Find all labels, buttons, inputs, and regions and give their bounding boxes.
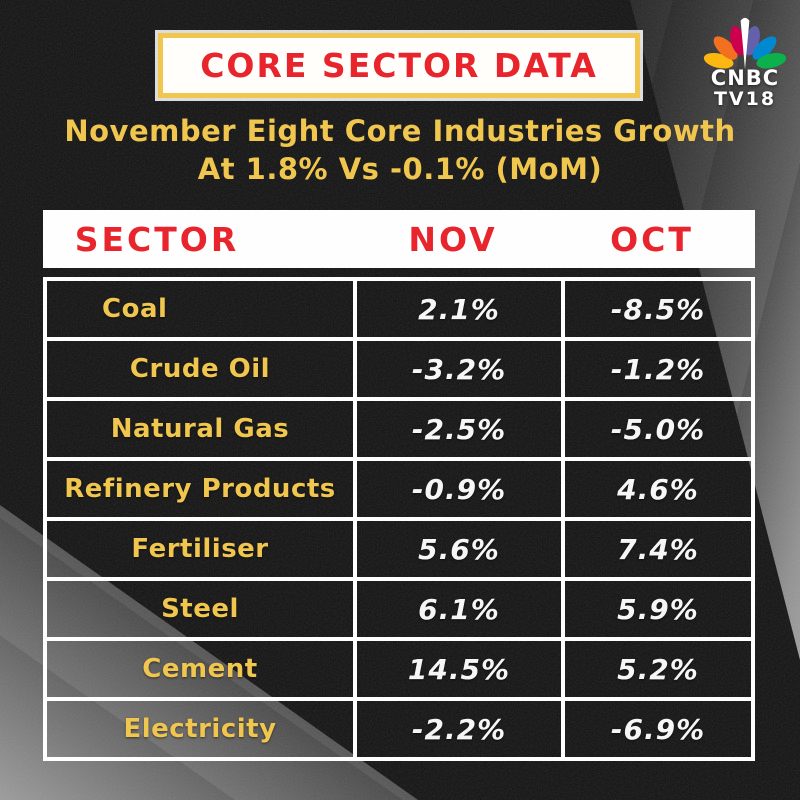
- sector-cell: Refinery Products: [64, 474, 336, 504]
- cnbc-tv18-logo: CNBC TV18: [692, 8, 798, 109]
- sector-cell: Crude Oil: [129, 354, 271, 384]
- table-row: Electricity -2.2% -6.9%: [47, 697, 751, 757]
- column-header-sector: SECTOR: [74, 219, 240, 259]
- oct-value-cell: 5.2%: [561, 641, 751, 697]
- table-row: Cement 14.5% 5.2%: [47, 637, 751, 697]
- table-row: Fertiliser 5.6% 7.4%: [47, 517, 751, 577]
- sector-cell: Steel: [161, 594, 239, 624]
- oct-value-cell: 7.4%: [561, 521, 751, 577]
- table-row: Coal 2.1% -8.5%: [47, 281, 751, 337]
- nov-value-cell: 2.1%: [353, 281, 561, 337]
- logo-text-tv18: TV18: [713, 88, 777, 110]
- nov-value-cell: -2.5%: [353, 401, 561, 457]
- sector-cell: Coal: [102, 294, 168, 324]
- title-banner: CORE SECTOR DATA: [158, 33, 640, 98]
- sector-cell: Electricity: [123, 714, 277, 744]
- oct-value-cell: 5.9%: [561, 581, 751, 637]
- sector-cell: Fertiliser: [131, 534, 269, 564]
- oct-value-cell: -6.9%: [561, 701, 751, 757]
- column-header-oct: OCT: [610, 219, 694, 259]
- table-header-row: SECTOR NOV OCT: [43, 210, 755, 268]
- oct-value-cell: 4.6%: [561, 461, 751, 517]
- table-row: Crude Oil -3.2% -1.2%: [47, 337, 751, 397]
- table-row: Steel 6.1% 5.9%: [47, 577, 751, 637]
- logo-text-cnbc: CNBC: [710, 66, 780, 90]
- table-row: Natural Gas -2.5% -5.0%: [47, 397, 751, 457]
- oct-value-cell: -1.2%: [561, 341, 751, 397]
- nov-value-cell: 14.5%: [353, 641, 561, 697]
- core-sector-table: Coal 2.1% -8.5% Crude Oil -3.2% -1.2% Na…: [43, 277, 755, 761]
- peacock-icon: [703, 17, 787, 70]
- table-row: Refinery Products -0.9% 4.6%: [47, 457, 751, 517]
- nov-value-cell: 5.6%: [353, 521, 561, 577]
- nov-value-cell: -2.2%: [353, 701, 561, 757]
- nov-value-cell: -3.2%: [353, 341, 561, 397]
- subtitle-line-2: At 1.8% Vs -0.1% (MoM): [197, 152, 603, 186]
- oct-value-cell: -8.5%: [561, 281, 751, 337]
- nov-value-cell: 6.1%: [353, 581, 561, 637]
- page-title: CORE SECTOR DATA: [200, 46, 598, 85]
- subtitle-line-1: November Eight Core Industries Growth: [64, 114, 736, 148]
- nov-value-cell: -0.9%: [353, 461, 561, 517]
- sector-cell: Natural Gas: [110, 414, 290, 444]
- subtitle: November Eight Core Industries Growth At…: [0, 112, 800, 188]
- column-header-nov: NOV: [408, 219, 498, 259]
- oct-value-cell: -5.0%: [561, 401, 751, 457]
- sector-cell: Cement: [142, 654, 258, 684]
